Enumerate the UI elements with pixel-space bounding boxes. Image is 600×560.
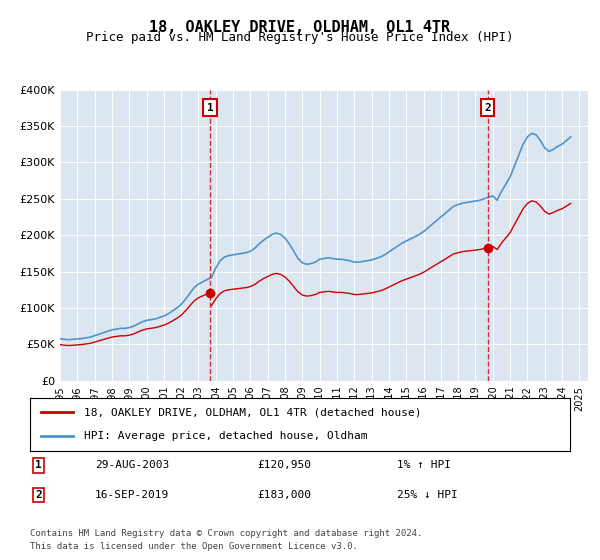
Text: 18, OAKLEY DRIVE, OLDHAM, OL1 4TR (detached house): 18, OAKLEY DRIVE, OLDHAM, OL1 4TR (detac… (84, 408, 421, 418)
Text: This data is licensed under the Open Government Licence v3.0.: This data is licensed under the Open Gov… (30, 542, 358, 551)
Text: 1: 1 (206, 103, 213, 113)
Text: 29-AUG-2003: 29-AUG-2003 (95, 460, 169, 470)
Text: HPI: Average price, detached house, Oldham: HPI: Average price, detached house, Oldh… (84, 431, 367, 441)
Text: Contains HM Land Registry data © Crown copyright and database right 2024.: Contains HM Land Registry data © Crown c… (30, 529, 422, 538)
Text: £183,000: £183,000 (257, 490, 311, 500)
Text: 2: 2 (484, 103, 491, 113)
Text: 2: 2 (35, 490, 42, 500)
Text: 1% ↑ HPI: 1% ↑ HPI (397, 460, 451, 470)
Text: £120,950: £120,950 (257, 460, 311, 470)
Text: 25% ↓ HPI: 25% ↓ HPI (397, 490, 458, 500)
Text: 18, OAKLEY DRIVE, OLDHAM, OL1 4TR: 18, OAKLEY DRIVE, OLDHAM, OL1 4TR (149, 20, 451, 35)
Text: Price paid vs. HM Land Registry's House Price Index (HPI): Price paid vs. HM Land Registry's House … (86, 31, 514, 44)
Text: 1: 1 (35, 460, 42, 470)
Text: 16-SEP-2019: 16-SEP-2019 (95, 490, 169, 500)
